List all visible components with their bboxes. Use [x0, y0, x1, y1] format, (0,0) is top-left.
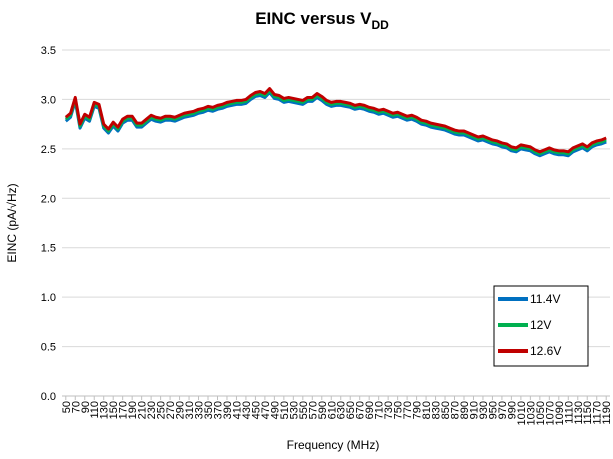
x-tick-label: 510 — [279, 401, 291, 419]
x-tick-label: 450 — [250, 401, 262, 419]
y-tick-label: 3.0 — [41, 94, 56, 106]
x-tick-label: 1170 — [592, 401, 604, 425]
x-tick-label: 1150 — [582, 401, 594, 425]
x-tick-label: 890 — [459, 401, 471, 419]
x-tick-label: 670 — [355, 401, 367, 419]
x-tick-label: 970 — [497, 401, 509, 419]
x-tick-label: 690 — [364, 401, 376, 419]
x-tick-label: 1190 — [601, 401, 613, 425]
x-tick-label: 390 — [222, 401, 234, 419]
y-tick-label: 1.0 — [41, 292, 56, 304]
x-tick-label: 570 — [307, 401, 319, 419]
x-tick-label: 410 — [231, 401, 243, 419]
legend-label: 12V — [530, 318, 551, 332]
x-tick-label: 650 — [345, 401, 357, 419]
series-line — [64, 91, 607, 158]
x-tick-label: 1110 — [563, 401, 575, 424]
x-axis-label: Frequency (MHz) — [287, 438, 380, 452]
x-tick-label: 70 — [70, 401, 82, 413]
y-tick-label: 2.5 — [41, 144, 56, 156]
x-tick-label: 270 — [165, 401, 177, 419]
x-tick-label: 1070 — [544, 401, 556, 425]
x-tick-label: 210 — [137, 401, 149, 419]
y-axis-label: EINC (pA/√Hz) — [5, 183, 19, 262]
x-tick-label: 870 — [450, 401, 462, 419]
y-tick-label: 2.0 — [41, 193, 56, 205]
x-tick-label: 810 — [421, 401, 433, 419]
y-tick-label: 3.5 — [41, 45, 56, 57]
x-tick-label: 130 — [99, 401, 111, 419]
x-tick-label: 330 — [194, 401, 206, 419]
x-tick-label: 710 — [374, 401, 386, 419]
x-tick-label: 550 — [298, 401, 310, 419]
x-tick-label: 230 — [146, 401, 158, 419]
chart-title: EINC versus VDD — [255, 9, 389, 32]
legend-label: 12.6V — [530, 344, 561, 358]
x-tick-label: 290 — [175, 401, 187, 419]
x-tick-label: 1030 — [525, 401, 537, 425]
x-tick-label: 530 — [288, 401, 300, 419]
x-tick-label: 790 — [412, 401, 424, 419]
title-subscript: DD — [371, 18, 389, 32]
series-line — [64, 89, 607, 156]
x-tick-label: 310 — [184, 401, 196, 419]
x-tick-label: 370 — [212, 401, 224, 419]
x-tick-label: 630 — [336, 401, 348, 419]
legend-label: 11.4V — [530, 292, 560, 306]
x-tick-label: 850 — [440, 401, 452, 419]
x-tick-label: 990 — [506, 401, 518, 419]
x-tick-label: 590 — [317, 401, 329, 419]
x-tick-label: 910 — [468, 401, 480, 419]
y-tick-label: 0.5 — [41, 342, 56, 354]
x-tick-label: 430 — [241, 401, 253, 419]
x-tick-label: 470 — [260, 401, 272, 419]
x-tick-label: 830 — [431, 401, 443, 419]
x-tick-label: 50 — [61, 401, 73, 413]
x-tick-label: 750 — [393, 401, 405, 419]
y-tick-label: 0.0 — [41, 391, 56, 403]
x-tick-label: 730 — [383, 401, 395, 419]
x-tick-label: 930 — [478, 401, 490, 419]
x-tick-label: 110 — [89, 401, 101, 419]
x-tick-label: 150 — [108, 401, 120, 419]
x-tick-label: 610 — [326, 401, 338, 419]
x-tick-label: 90 — [80, 401, 92, 413]
x-tick-label: 950 — [487, 401, 499, 419]
x-tick-label: 770 — [402, 401, 414, 419]
x-tick-label: 170 — [118, 401, 130, 419]
x-tick-label: 350 — [203, 401, 215, 419]
x-tick-label: 1130 — [573, 401, 585, 425]
x-tick-label: 250 — [156, 401, 168, 419]
x-tick-label: 490 — [269, 401, 281, 419]
x-tick-label: 1050 — [535, 401, 547, 425]
title-text: EINC versus V — [255, 9, 372, 28]
x-tick-label: 190 — [127, 401, 139, 419]
x-tick-label: 1090 — [554, 401, 566, 425]
y-tick-label: 1.5 — [41, 243, 56, 255]
series-line — [64, 87, 607, 154]
x-tick-label: 1010 — [516, 401, 528, 425]
